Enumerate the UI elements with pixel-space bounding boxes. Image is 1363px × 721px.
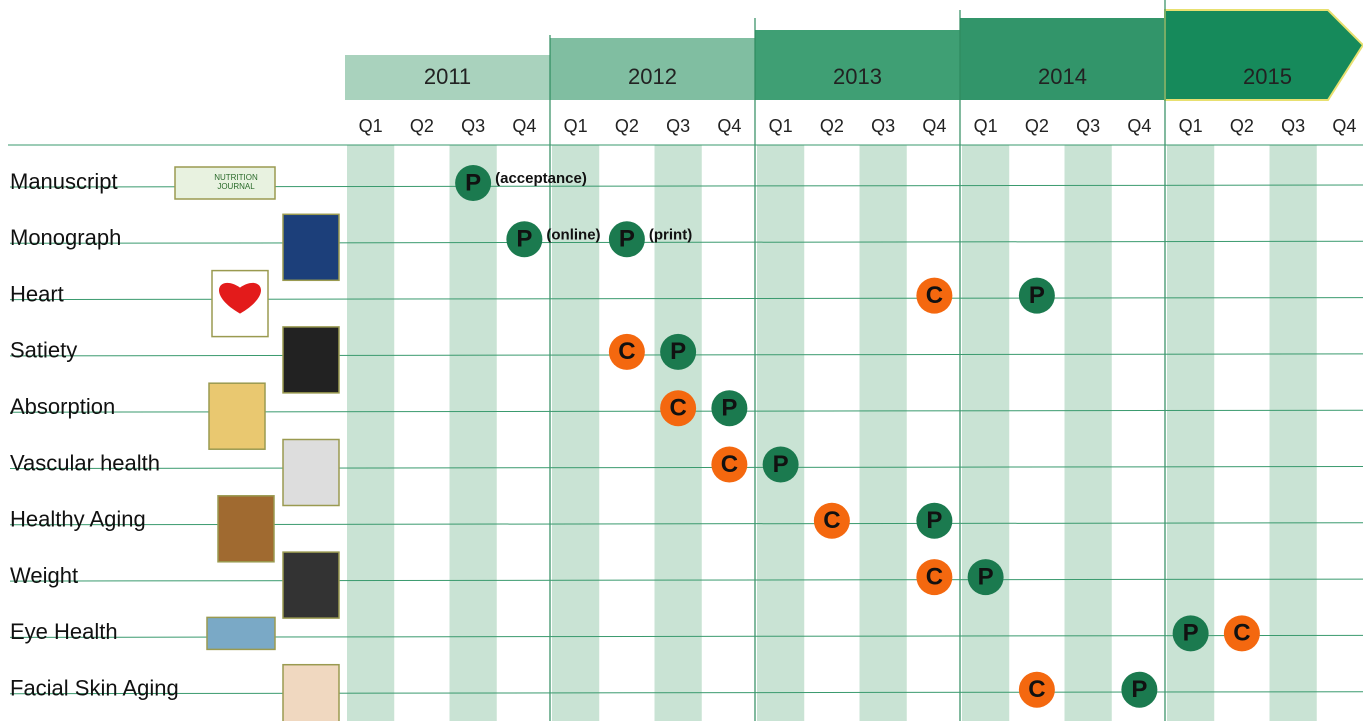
quarter-label: Q4	[717, 116, 741, 136]
event-letter: P	[978, 563, 994, 590]
quarter-shade	[450, 145, 497, 721]
row-icon	[207, 617, 275, 649]
quarter-label: Q3	[1281, 116, 1305, 136]
quarter-shade	[860, 145, 907, 721]
row-label: Vascular health	[10, 450, 160, 475]
event-letter: P	[1131, 676, 1147, 703]
event-letter: P	[465, 169, 481, 196]
quarter-shade	[962, 145, 1009, 721]
row-icon	[283, 214, 339, 280]
quarter-label: Q3	[1076, 116, 1100, 136]
year-label: 2013	[833, 64, 882, 89]
quarter-label: Q2	[1230, 116, 1254, 136]
event-letter: C	[618, 338, 635, 365]
row-label: Facial Skin Aging	[10, 676, 179, 701]
quarter-label: Q3	[871, 116, 895, 136]
quarter-label: Q2	[1025, 116, 1049, 136]
quarter-label: Q4	[922, 116, 946, 136]
year-label: 2014	[1038, 64, 1087, 89]
quarter-label: Q2	[615, 116, 639, 136]
quarter-label: Q2	[410, 116, 434, 136]
row-icon	[283, 665, 339, 721]
quarter-label: Q1	[769, 116, 793, 136]
quarter-shade	[347, 145, 394, 721]
quarter-label: Q4	[512, 116, 536, 136]
row-label: Healthy Aging	[10, 507, 146, 532]
quarter-label: Q1	[974, 116, 998, 136]
event-letter: C	[669, 395, 686, 422]
event-letter: P	[1183, 620, 1199, 647]
event-letter: P	[619, 226, 635, 253]
event-letter: C	[721, 451, 738, 478]
event-letter: P	[516, 226, 532, 253]
icon-text: NUTRITION	[214, 173, 258, 182]
event-letter: P	[670, 338, 686, 365]
quarter-shade	[1065, 145, 1112, 721]
event-letter: C	[926, 282, 943, 309]
event-note: (acceptance)	[495, 170, 587, 187]
icon-text: JOURNAL	[217, 182, 255, 191]
quarter-label: Q2	[820, 116, 844, 136]
year-label: 2015	[1243, 64, 1292, 89]
quarter-label: Q1	[359, 116, 383, 136]
row-label: Satiety	[10, 338, 77, 363]
row-icon	[283, 552, 339, 618]
row-icon	[218, 496, 274, 562]
event-letter: P	[773, 451, 789, 478]
event-letter: C	[926, 563, 943, 590]
event-note: (online)	[546, 226, 600, 243]
row-label: Heart	[10, 281, 64, 306]
timeline: 2011 Q1 Q2 Q3 Q4 2012 Q1 Q2 Q3 Q4 2013 Q1 Q2 Q3 Q4 2014…	[0, 0, 1363, 721]
row-label: Monograph	[10, 225, 121, 250]
quarter-shade	[1270, 145, 1317, 721]
row-icon	[209, 383, 265, 449]
event-letter: C	[1233, 620, 1250, 647]
quarter-label: Q3	[666, 116, 690, 136]
year-label: 2011	[424, 64, 471, 89]
row-label: Absorption	[10, 394, 115, 419]
event-letter: C	[1028, 676, 1045, 703]
quarter-label: Q4	[1332, 116, 1356, 136]
event-note: (print)	[649, 226, 692, 243]
row-icon	[283, 440, 339, 506]
row-label: Eye Health	[10, 619, 118, 644]
quarter-label: Q1	[564, 116, 588, 136]
event-letter: P	[1029, 282, 1045, 309]
event-letter: P	[721, 395, 737, 422]
quarter-label: Q1	[1179, 116, 1203, 136]
row-label: Manuscript	[10, 169, 118, 194]
event-letter: C	[823, 507, 840, 534]
quarter-label: Q4	[1127, 116, 1151, 136]
event-letter: P	[926, 507, 942, 534]
quarter-shade	[757, 145, 804, 721]
row-label: Weight	[10, 563, 78, 588]
row-icon	[283, 327, 339, 393]
quarter-label: Q3	[461, 116, 485, 136]
year-label: 2012	[628, 64, 677, 89]
